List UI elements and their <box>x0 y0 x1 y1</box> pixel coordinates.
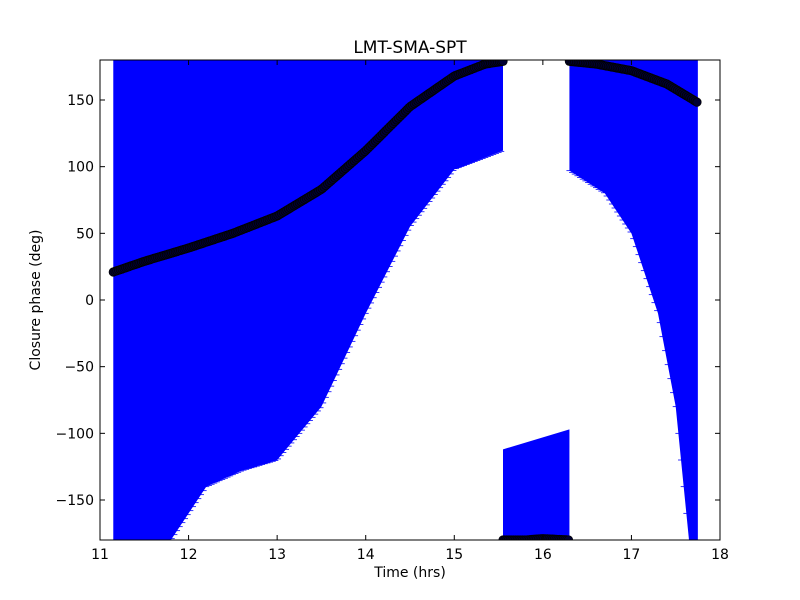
error-band-2 <box>569 60 698 540</box>
data-points <box>108 60 702 540</box>
x-tick-label: 16 <box>534 547 552 563</box>
x-tick-label: 15 <box>445 547 463 563</box>
x-tick-label: 12 <box>180 547 198 563</box>
y-axis-label: Closure phase (deg) <box>28 230 44 371</box>
y-tick-label: 50 <box>76 226 94 242</box>
y-axis-ticks: 150 100 50 0 −50 −100 −150 <box>56 93 720 509</box>
x-axis-ticks: 11 12 13 14 15 16 17 18 <box>91 60 729 563</box>
x-tick-label: 18 <box>711 547 729 563</box>
data-point <box>692 97 702 107</box>
error-band-0 <box>113 60 504 540</box>
y-tick-label: −100 <box>56 426 94 442</box>
x-tick-label: 17 <box>623 547 641 563</box>
x-tick-label: 11 <box>91 547 109 563</box>
x-tick-label: 13 <box>268 547 286 563</box>
x-axis-label: Time (hrs) <box>373 565 446 581</box>
y-tick-label: 150 <box>67 93 94 109</box>
error-bands <box>113 60 698 540</box>
y-tick-label: 0 <box>85 293 94 309</box>
x-tick-label: 14 <box>357 547 375 563</box>
chart-title: LMT-SMA-SPT <box>353 38 467 58</box>
y-tick-label: −50 <box>64 360 94 376</box>
y-tick-label: 100 <box>67 160 94 176</box>
error-band-1 <box>503 429 570 540</box>
y-tick-label: −150 <box>56 493 94 509</box>
data-point <box>498 60 508 66</box>
